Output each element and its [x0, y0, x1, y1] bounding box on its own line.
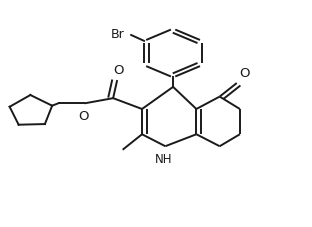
- Text: O: O: [114, 64, 124, 77]
- Text: O: O: [79, 110, 89, 123]
- Text: Br: Br: [110, 28, 124, 41]
- Text: O: O: [239, 67, 250, 80]
- Text: NH: NH: [155, 153, 173, 165]
